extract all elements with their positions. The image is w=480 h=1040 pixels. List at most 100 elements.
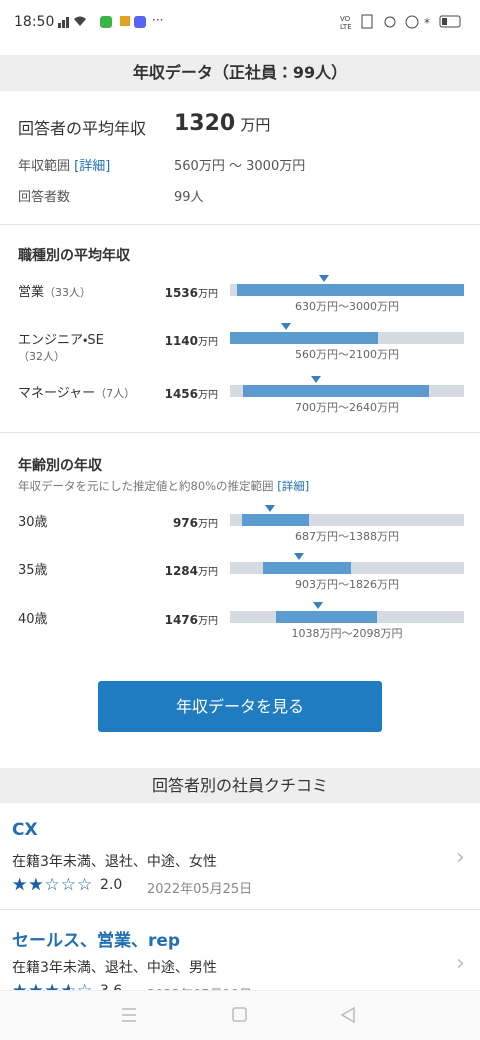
row-avg: 1284万円 (165, 560, 218, 579)
svg-text:*: * (424, 16, 430, 30)
sep: 〜 (338, 578, 349, 591)
avg-marker (294, 553, 305, 560)
name: 35歳 (18, 563, 48, 578)
min: 700 (295, 401, 316, 414)
unit: 万円 (198, 337, 218, 348)
unit: 万円 (377, 578, 399, 591)
count: （7人） (95, 387, 136, 400)
range-text: 700万円〜2640万円 (230, 399, 464, 415)
row-name: 35歳 (18, 559, 48, 578)
row-avg: 1536万円 (165, 282, 218, 301)
status-time: 18:50 (14, 14, 55, 30)
label: 年収範囲 (18, 159, 71, 174)
range-bar (242, 514, 310, 526)
avg-value: 1320 万円 (174, 111, 270, 136)
max: 3000 (349, 300, 377, 313)
avg: 1456 (164, 387, 198, 401)
avg: 1536 (164, 286, 198, 300)
unit: 万円 (198, 616, 218, 627)
row-name: 営業（33人） (18, 281, 91, 300)
divider (0, 224, 480, 225)
min: 560 (295, 348, 316, 361)
jobs-title: 職種別の平均年収 (18, 248, 130, 264)
avg-marker (318, 275, 329, 282)
min: 630 (295, 300, 316, 313)
row-avg: 1456万円 (165, 383, 218, 402)
name: 営業 (18, 285, 45, 300)
range-bar (262, 562, 352, 574)
unit: 万円 (198, 289, 218, 300)
avg-marker (310, 376, 321, 383)
avg-marker (280, 323, 291, 330)
avg-number: 1320 (174, 111, 236, 136)
name: マネージャー (18, 386, 96, 401)
view-button[interactable]: 年収データを見る (98, 681, 382, 732)
max: 2098 (352, 627, 381, 640)
row-avg: 976万円 (173, 512, 218, 531)
count-value: 99人 (174, 186, 204, 205)
unit: 万円 (316, 348, 338, 361)
name: エンジニア・SE (18, 333, 104, 348)
svg-text:VO: VO (340, 15, 351, 23)
detail-link[interactable]: [詳細] (277, 479, 310, 493)
detail-link[interactable]: [詳細] (74, 159, 111, 174)
range-bar (236, 284, 464, 296)
range-bar (275, 611, 378, 623)
unit: 万円 (198, 159, 225, 174)
unit: 万円 (377, 300, 399, 313)
unit: 万円 (380, 627, 403, 640)
review-meta: 在籍3年未満、退社、中途、男性 (12, 960, 217, 976)
unit: 万円 (377, 401, 399, 414)
unit: 万円 (377, 348, 399, 361)
range-text: 1038万円〜2098万円 (230, 625, 464, 641)
chevron[interactable]: › (456, 951, 465, 976)
ages-title: 年齢別の年収 (18, 458, 102, 474)
range-text: 630万円〜3000万円 (230, 298, 464, 314)
row-avg: 1476万円 (165, 609, 218, 628)
unit: 万円 (319, 627, 342, 640)
unit: 万円 (316, 530, 338, 543)
max: 1388 (349, 530, 377, 543)
unit: 万円 (198, 519, 218, 530)
reviews-header: 回答者別の社員クチコミ (0, 768, 480, 803)
max: 2100 (349, 348, 377, 361)
rating: 2.0 (100, 877, 123, 893)
divider (0, 909, 480, 910)
review-meta: 在籍3年未満、退社、中途、女性 (12, 854, 217, 870)
row-name: マネージャー（7人） (18, 382, 135, 401)
ages-note: 年収データを元にした推定値と約80%の推定範囲 [詳細] (18, 478, 309, 494)
row-name: 30歳 (18, 511, 48, 530)
status-icons: ··· (58, 14, 163, 28)
max: 3000 (246, 159, 280, 174)
count-label: 回答者数 (18, 190, 71, 205)
unit: 万円 (316, 578, 338, 591)
range-text: 687万円〜1388万円 (230, 528, 464, 544)
avg: 1284 (164, 564, 198, 578)
chevron[interactable]: › (456, 845, 465, 870)
sep: 〜 (338, 348, 349, 361)
avg-marker (312, 602, 323, 609)
count: 99 (174, 190, 191, 205)
count: （33人） (44, 286, 92, 299)
avg: 1140 (164, 334, 198, 348)
review-title[interactable]: セールス、営業、rep (12, 931, 181, 951)
note: 年収データを元にした推定値と約80%の推定範囲 (18, 479, 274, 493)
sep: 〜 (338, 300, 349, 313)
min: 687 (295, 530, 316, 543)
min: 560 (174, 159, 199, 174)
name: 40歳 (18, 612, 48, 627)
sep: 〜 (341, 627, 353, 640)
range-value: 560万円 ～ 3000万円 (174, 155, 305, 174)
svg-text:LTE: LTE (340, 23, 352, 31)
row-avg: 1140万円 (165, 330, 218, 349)
range-bar (230, 332, 378, 344)
unit: 万円 (377, 530, 399, 543)
range-text: 903万円〜1826万円 (230, 576, 464, 592)
avg: 976 (172, 516, 198, 530)
avg-marker (264, 505, 275, 512)
section-header: 年収データ（正社員：99人） (0, 55, 480, 91)
range-label: 年収範囲 [詳細] (18, 155, 110, 174)
review-title[interactable]: CX (12, 820, 38, 840)
